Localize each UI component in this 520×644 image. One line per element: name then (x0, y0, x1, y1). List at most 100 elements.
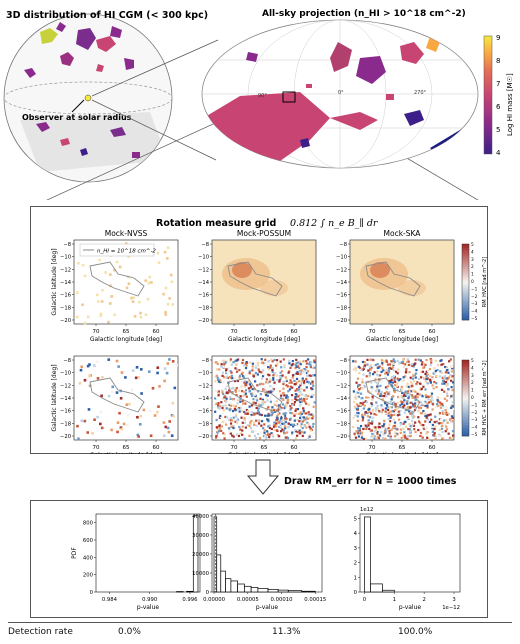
rm-source (390, 428, 393, 431)
rm-source (242, 395, 245, 398)
rm-source (421, 361, 424, 364)
rm-source (293, 401, 297, 404)
rm-source (360, 408, 363, 411)
rm-source (269, 370, 273, 373)
rm-source (250, 404, 254, 407)
rm-source (439, 375, 442, 378)
rm-source (384, 386, 388, 389)
rm-source (442, 412, 445, 416)
rm-source (295, 395, 298, 398)
rm-source (307, 358, 310, 361)
rm-source (287, 422, 290, 425)
rm-source (406, 382, 409, 385)
rm-source (115, 359, 119, 363)
rm-source (402, 397, 405, 400)
rm-source (307, 434, 310, 437)
rm-source (447, 376, 451, 379)
rm-source (428, 401, 431, 404)
rm-source (173, 386, 177, 390)
rm-field-core (232, 262, 252, 278)
rm-source (283, 391, 286, 394)
rm-source (305, 402, 308, 405)
rm-source (427, 398, 430, 401)
rm-source (289, 379, 292, 382)
rm-source (432, 387, 435, 390)
rm-source (372, 426, 375, 429)
rm-source (97, 300, 100, 303)
rm-source (261, 377, 264, 380)
rm-source (275, 415, 279, 418)
observer-label: Observer at solar radius (22, 113, 132, 122)
rm-source (271, 435, 275, 438)
x-axis-label: p-value (256, 604, 279, 611)
rm-source (242, 392, 245, 395)
rm-source (437, 364, 440, 367)
rm-source (243, 385, 246, 388)
rm-source (392, 410, 396, 413)
rm-source (99, 422, 102, 426)
rm-source (289, 411, 292, 415)
rm-source (140, 402, 144, 406)
rm-source (397, 368, 400, 371)
rm-source (400, 385, 403, 389)
rm-source (221, 406, 224, 410)
cbar-tick: 5 (471, 242, 474, 248)
rm-source (278, 390, 282, 393)
rm-source (376, 406, 379, 409)
rm-source (309, 377, 312, 380)
rm-source (420, 403, 423, 406)
rm-source (307, 437, 310, 441)
rm-source (258, 413, 261, 416)
rm-source (241, 429, 244, 432)
rm-source (288, 359, 291, 362)
rm-source (113, 313, 116, 317)
rm-source (222, 432, 225, 435)
rm-source (252, 397, 255, 401)
rm-source (274, 383, 278, 386)
rm-source (410, 401, 413, 404)
rm-source (375, 437, 378, 440)
cbar-cell (462, 293, 469, 296)
cbar-tick: −2 (471, 410, 478, 416)
rm-source (222, 397, 225, 400)
hi-contour (227, 377, 283, 413)
rm-source (253, 413, 256, 416)
rm-source (93, 418, 96, 422)
rm-source (431, 427, 434, 430)
rm-source (421, 436, 424, 439)
rm-source (293, 383, 296, 386)
rm-source (293, 419, 296, 422)
rm-source (266, 414, 269, 417)
rm-source (358, 371, 361, 375)
rm-source (110, 390, 114, 394)
rm-source (228, 403, 231, 406)
rm-source (280, 363, 283, 366)
rm-source (400, 380, 403, 383)
rm-source (241, 409, 244, 413)
rm-source (386, 373, 390, 376)
y-tick-label: −8 (339, 242, 347, 248)
rm-source (419, 406, 422, 409)
rm-source (281, 422, 284, 425)
rm-source (417, 419, 420, 422)
rm-source (252, 375, 256, 378)
rm-source (260, 424, 263, 427)
rm-source (367, 408, 370, 411)
rm-source (171, 401, 175, 405)
rm-source (293, 413, 296, 416)
rm-source (254, 364, 258, 367)
rm-source (275, 359, 279, 362)
rm-source (369, 369, 372, 373)
rm-source (373, 371, 376, 374)
rm-source (279, 426, 283, 430)
y-tick-label: −10 (60, 255, 71, 261)
hi-contour (89, 377, 145, 413)
rm-source (279, 424, 282, 427)
cbar-tick: 3 (471, 257, 474, 263)
rm-source (272, 378, 275, 381)
rm-source (217, 390, 221, 393)
rm-source (450, 386, 453, 389)
